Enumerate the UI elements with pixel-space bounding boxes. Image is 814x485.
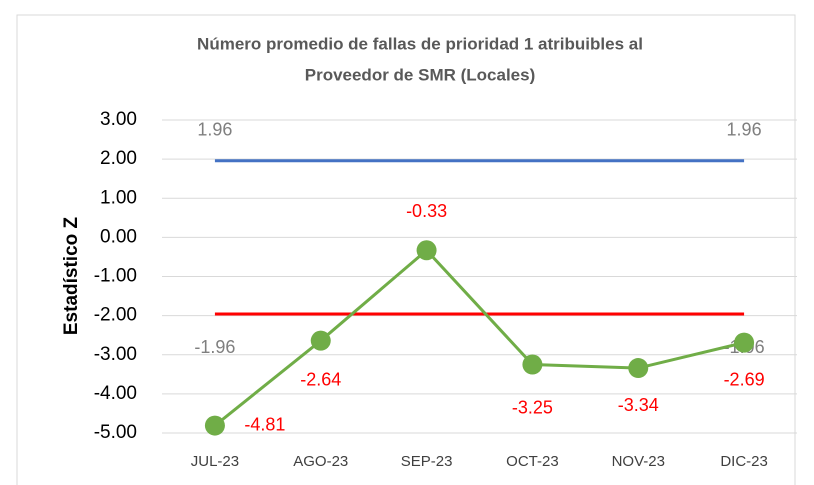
data-label: -4.81 <box>244 414 285 434</box>
data-point <box>734 332 755 353</box>
data-label: -3.25 <box>512 397 553 417</box>
data-point <box>204 415 225 436</box>
chart-title-line: Proveedor de SMR (Locales) <box>305 65 536 84</box>
y-tick-label: -2.00 <box>94 305 137 326</box>
x-tick-label: SEP-23 <box>401 453 453 470</box>
data-point <box>628 358 649 379</box>
data-label: -3.34 <box>618 395 659 415</box>
y-tick-label: 2.00 <box>100 148 137 169</box>
y-tick-label: -5.00 <box>94 422 137 443</box>
y-tick-label: 1.00 <box>100 187 137 208</box>
chart-frame <box>16 14 796 485</box>
chart-title-line: Número promedio de fallas de prioridad 1… <box>197 34 643 53</box>
data-label: -1.96 <box>194 337 235 357</box>
data-label: 1.96 <box>727 119 762 139</box>
y-tick-label: -4.00 <box>94 383 137 404</box>
y-tick-label: -3.00 <box>94 344 137 365</box>
series-line <box>213 248 745 427</box>
x-tick-label: OCT-23 <box>506 453 559 470</box>
x-tick-label: DIC-23 <box>720 453 768 470</box>
data-point <box>522 354 543 375</box>
y-tick-label: -1.00 <box>94 266 137 287</box>
data-point <box>310 330 331 351</box>
data-label: -0.33 <box>406 201 447 221</box>
y-axis-title: Estadístico Z <box>61 216 82 335</box>
x-tick-label: AGO-23 <box>293 453 348 470</box>
x-tick-label: JUL-23 <box>191 453 239 470</box>
y-tick-label: 3.00 <box>100 109 137 130</box>
data-point <box>416 240 437 261</box>
x-tick-label: NOV-23 <box>612 453 665 470</box>
data-label: -2.64 <box>300 369 341 389</box>
data-label: 1.96 <box>197 119 232 139</box>
data-label: -2.69 <box>724 369 765 389</box>
y-tick-label: 0.00 <box>100 226 137 247</box>
